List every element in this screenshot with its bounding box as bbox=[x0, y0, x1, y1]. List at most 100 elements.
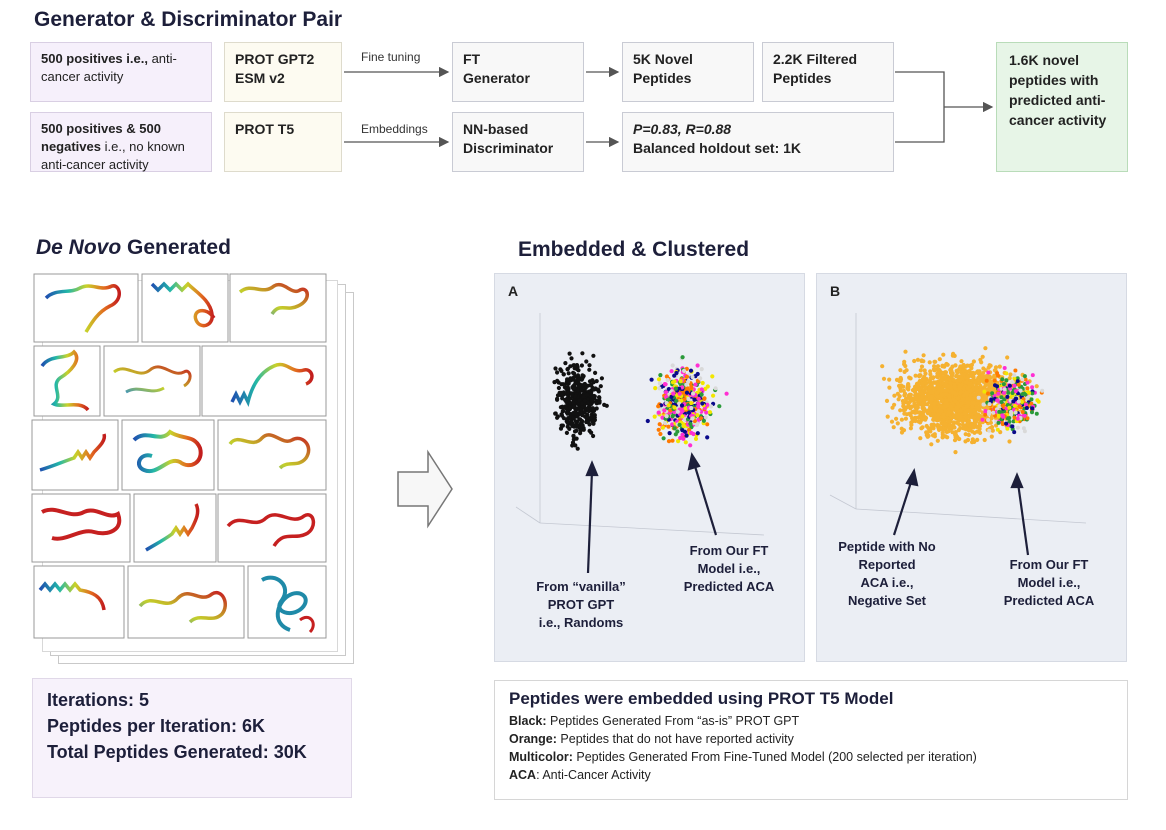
panel-a-letter: A bbox=[508, 283, 519, 299]
scatter-point bbox=[689, 425, 694, 430]
scatter-point bbox=[597, 395, 602, 400]
scatter-point bbox=[567, 351, 572, 356]
scatter-point bbox=[958, 389, 963, 395]
scatter-point bbox=[1030, 385, 1035, 390]
scatter-point bbox=[705, 422, 710, 427]
scatter-point bbox=[645, 418, 650, 424]
scatter-point bbox=[560, 404, 565, 409]
scatter-point bbox=[945, 403, 950, 408]
scatter-point bbox=[591, 353, 596, 358]
scatter-point bbox=[695, 431, 700, 436]
scatter-point bbox=[1010, 391, 1015, 395]
scatter-point bbox=[988, 363, 993, 368]
scatter-point bbox=[705, 402, 710, 407]
scatter-point bbox=[929, 442, 934, 447]
scatter-point bbox=[683, 440, 688, 445]
generator-model-line-1: PROT GPT2 bbox=[235, 51, 315, 67]
scatter-point bbox=[560, 392, 566, 397]
scatter-point bbox=[705, 384, 710, 389]
scatter-point bbox=[894, 416, 899, 421]
scatter-point bbox=[917, 374, 922, 379]
scatter-point bbox=[895, 391, 900, 396]
scatter-point bbox=[675, 409, 680, 414]
scatter-point bbox=[908, 376, 913, 381]
scatter-point bbox=[591, 408, 596, 414]
legend-item-orange: Orange: Peptides that do not have report… bbox=[509, 732, 794, 746]
ft-generator-box: FT Generator bbox=[452, 42, 584, 102]
scatter-point bbox=[1030, 406, 1035, 411]
scatter-point bbox=[1012, 383, 1017, 388]
scatter-point bbox=[987, 402, 992, 407]
scatter-point bbox=[1015, 379, 1020, 384]
scatter-point bbox=[699, 416, 704, 421]
scatter-point bbox=[690, 374, 695, 380]
scatter-point bbox=[923, 415, 928, 420]
discriminator-input-box: 500 positives & 500 negatives i.e., no k… bbox=[30, 112, 212, 172]
scatter-point bbox=[986, 418, 991, 422]
scatter-point bbox=[899, 430, 905, 435]
scatter-point bbox=[911, 398, 916, 403]
scatter-point bbox=[969, 366, 974, 371]
scatter-point bbox=[573, 443, 578, 448]
scatter-point bbox=[565, 398, 570, 403]
scatter-point bbox=[691, 391, 696, 396]
scatter-point bbox=[711, 393, 716, 398]
scatter-point bbox=[900, 398, 905, 404]
scatter-point bbox=[980, 354, 985, 359]
ft-generator-line-1: FT bbox=[463, 51, 481, 67]
scatter-point bbox=[903, 416, 908, 421]
scatter-point bbox=[563, 404, 568, 409]
scatter-point bbox=[934, 374, 940, 379]
scatter-point bbox=[1008, 372, 1013, 377]
scatter-point bbox=[1011, 419, 1016, 424]
scatter-point bbox=[956, 428, 961, 433]
scatter-point bbox=[915, 357, 920, 362]
scatter-point bbox=[953, 398, 958, 403]
scatter-point bbox=[1022, 413, 1027, 418]
scatter-point bbox=[580, 401, 585, 406]
scatter-point bbox=[698, 376, 703, 381]
scatter-point bbox=[964, 404, 969, 409]
scatter-point bbox=[1010, 424, 1015, 429]
scatter-point bbox=[999, 400, 1004, 404]
scatter-point bbox=[926, 425, 931, 431]
scatter-point bbox=[950, 364, 955, 369]
scatter-point bbox=[657, 386, 662, 391]
scatter-point bbox=[699, 367, 704, 372]
scatter-point bbox=[945, 388, 950, 393]
scatter-point bbox=[1012, 403, 1017, 408]
scatter-point bbox=[929, 389, 935, 395]
scatter-point bbox=[699, 387, 704, 392]
scatter-point bbox=[902, 369, 907, 374]
scatter-point bbox=[690, 416, 695, 421]
scatter-point bbox=[705, 435, 710, 440]
scatter-point bbox=[971, 392, 976, 397]
scatter-point bbox=[955, 370, 960, 375]
scatter-point bbox=[946, 410, 952, 415]
scatter-point bbox=[582, 398, 588, 403]
scatter-point bbox=[575, 373, 581, 378]
scatter-point bbox=[951, 390, 956, 395]
scatter-point bbox=[589, 382, 594, 387]
novel-peptides-line-2: Peptides bbox=[633, 70, 692, 86]
scatter-point bbox=[983, 368, 988, 373]
scatter-point bbox=[1034, 411, 1039, 416]
scatter-point bbox=[984, 378, 989, 383]
scatter-point bbox=[1025, 386, 1030, 391]
scatter-point bbox=[1012, 430, 1017, 435]
scatter-point bbox=[571, 434, 576, 439]
scatter-point bbox=[920, 425, 925, 430]
scatter-point bbox=[680, 355, 685, 360]
scatter-point bbox=[688, 368, 694, 373]
scatter-point bbox=[585, 392, 590, 397]
scatter-point bbox=[943, 382, 949, 387]
thumbnail-row-5 bbox=[33, 565, 327, 639]
scatter-point bbox=[959, 401, 964, 406]
scatter-point bbox=[1034, 384, 1039, 389]
scatter-point bbox=[928, 372, 933, 377]
scatter-point bbox=[574, 424, 579, 429]
scatter-point bbox=[670, 438, 675, 443]
scatter-point bbox=[665, 377, 670, 383]
scatter-point bbox=[555, 370, 560, 375]
scatter-point bbox=[921, 353, 926, 358]
